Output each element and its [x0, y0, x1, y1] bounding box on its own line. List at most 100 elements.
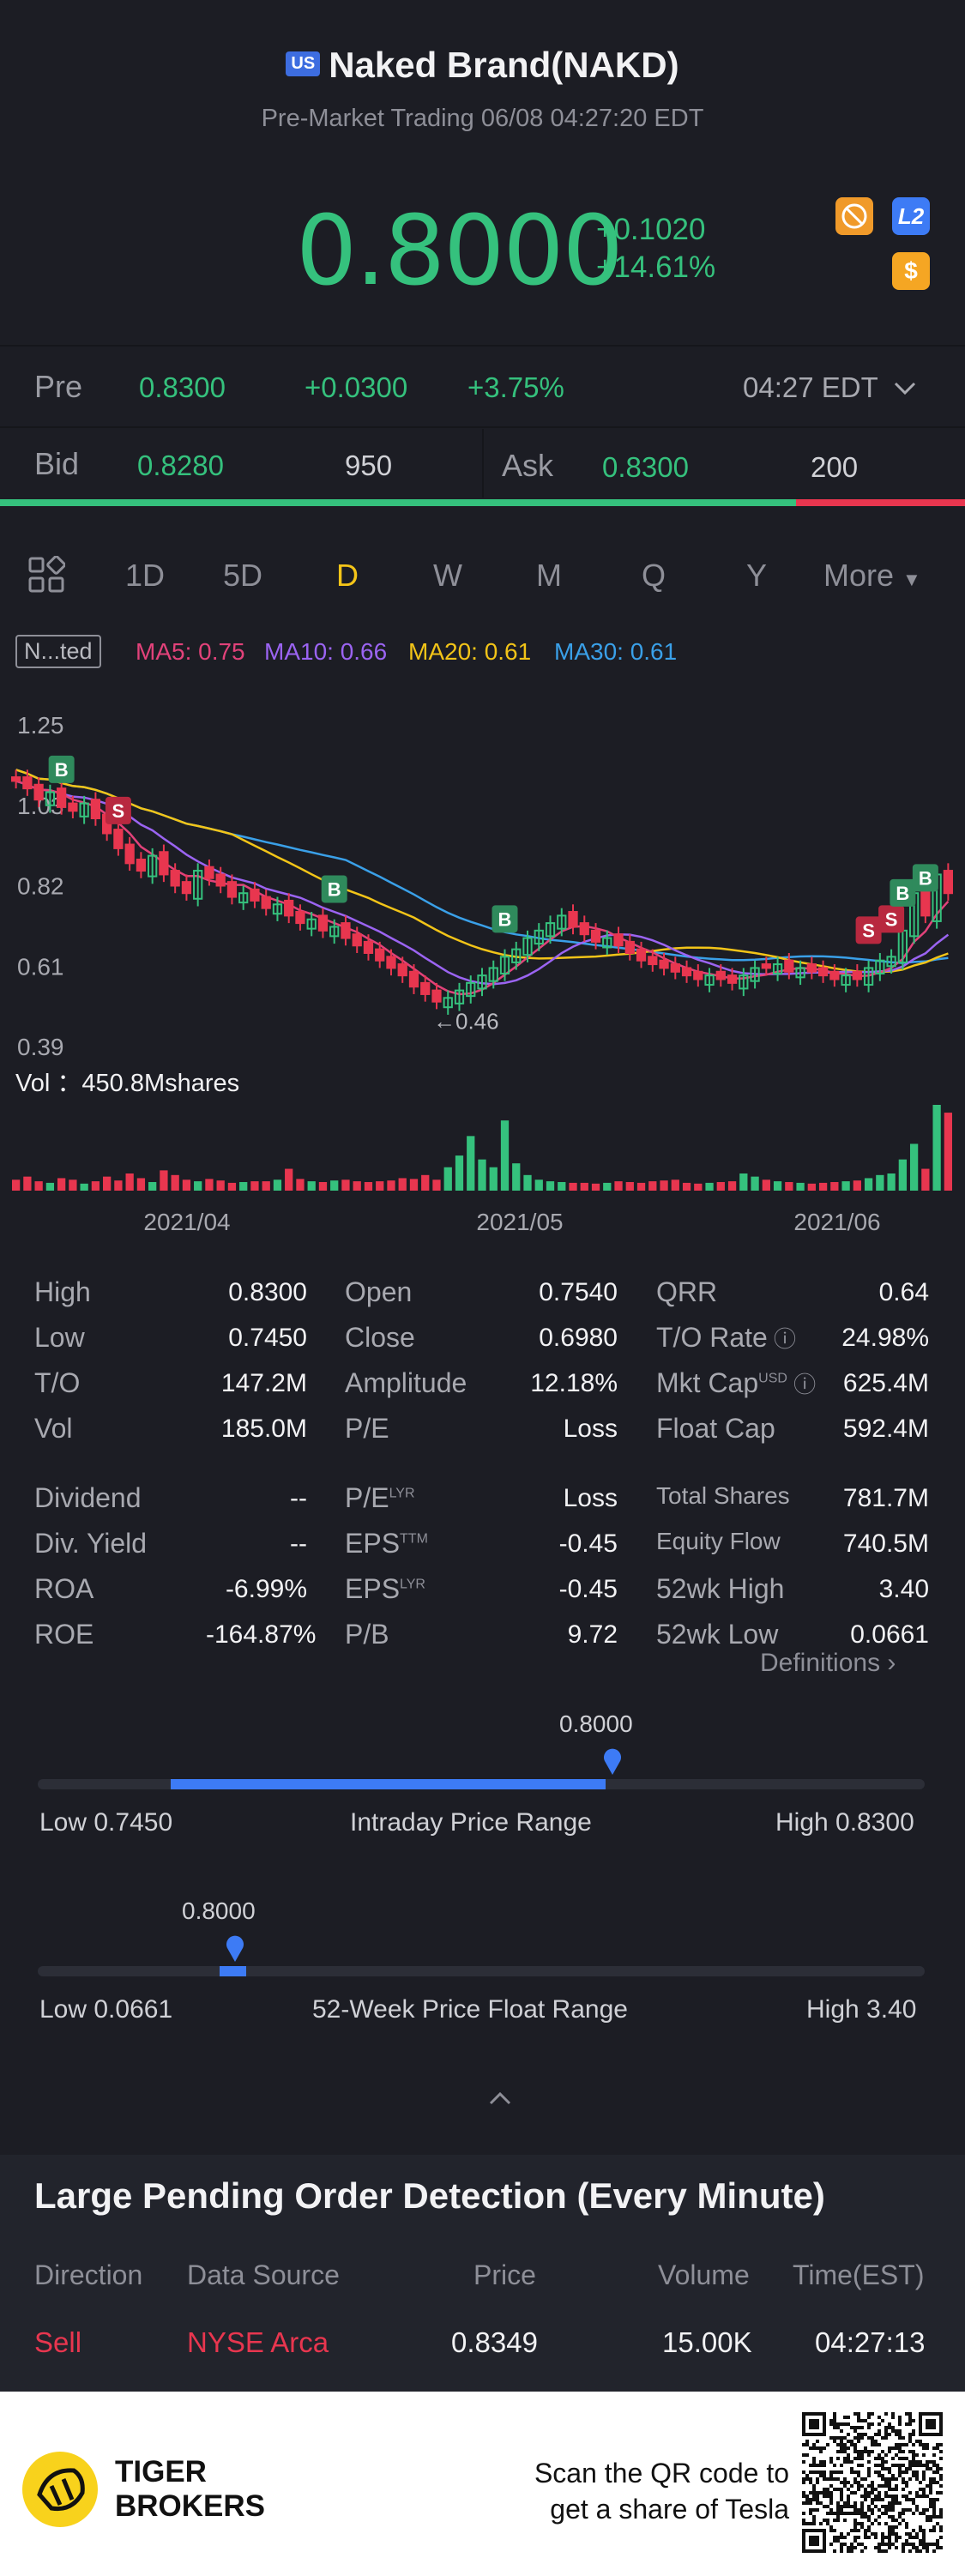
- info-icon[interactable]: ⓘ: [767, 1326, 797, 1352]
- qr-module: [929, 2477, 932, 2481]
- y-tick-label: 1.25: [17, 712, 64, 739]
- volume-bar: [318, 1182, 328, 1191]
- qr-module: [805, 2495, 809, 2498]
- qr-module: [936, 2470, 939, 2474]
- qr-module: [809, 2464, 812, 2467]
- stat-label-text: Mkt Cap: [656, 1367, 759, 1398]
- stat-label-text: High: [34, 1276, 91, 1307]
- qr-module: [898, 2429, 902, 2433]
- qr-module: [840, 2446, 843, 2450]
- tab-m[interactable]: M: [536, 558, 562, 593]
- trade-marker: [912, 864, 938, 892]
- qr-module: [891, 2426, 895, 2429]
- qr-module: [840, 2464, 843, 2467]
- intraday-low: Low 0.7450: [39, 1808, 173, 1837]
- qr-module: [802, 2522, 805, 2525]
- candle-body: [568, 911, 578, 928]
- col-price: Price: [473, 2259, 536, 2290]
- qr-module: [853, 2446, 857, 2450]
- candle-body: [806, 963, 817, 973]
- volume-bar: [285, 1168, 293, 1191]
- qr-module: [874, 2498, 878, 2501]
- adjustment-selector[interactable]: N...ted: [15, 635, 101, 668]
- stat-value: Loss: [563, 1484, 618, 1512]
- qr-module: [908, 2498, 912, 2501]
- volume-bar: [307, 1181, 316, 1191]
- stat-label: P/E: [345, 1413, 389, 1445]
- volume-bar: [160, 1170, 168, 1191]
- tab-d[interactable]: D: [336, 558, 359, 593]
- tab-q[interactable]: Q: [642, 558, 666, 593]
- qr-module: [843, 2501, 847, 2505]
- qr-module: [857, 2464, 860, 2467]
- volume-bar: [171, 1174, 179, 1191]
- qr-module: [853, 2470, 857, 2474]
- candle-body: [693, 970, 703, 980]
- low-price-annotation: ←0.46: [433, 1008, 499, 1034]
- qr-module: [912, 2457, 915, 2460]
- qr-module: [888, 2433, 891, 2436]
- qr-module: [847, 2440, 850, 2443]
- qr-module: [884, 2436, 888, 2440]
- qr-module: [857, 2512, 860, 2515]
- stat-label: ROE: [34, 1619, 93, 1650]
- definitions-link[interactable]: Definitions ›: [760, 1649, 896, 1678]
- info-icon[interactable]: ⓘ: [787, 1372, 817, 1397]
- qr-module: [864, 2488, 867, 2491]
- pre-time-selector[interactable]: 04:27 EDT: [743, 371, 918, 404]
- qr-module: [922, 2546, 926, 2549]
- tab-more[interactable]: More ▼: [823, 558, 921, 594]
- qr-module: [857, 2536, 860, 2539]
- tab-y[interactable]: Y: [746, 558, 768, 593]
- volume-bar: [91, 1181, 100, 1191]
- bid-size: 950: [345, 449, 393, 481]
- qr-module: [939, 2529, 943, 2532]
- qr-module: [891, 2529, 895, 2532]
- qr-module: [826, 2519, 829, 2522]
- qr-module: [836, 2488, 840, 2491]
- tab-1d[interactable]: 1D: [125, 558, 166, 593]
- level2-icon[interactable]: L2: [892, 197, 930, 235]
- qr-module: [860, 2501, 864, 2505]
- qr-module: [895, 2477, 898, 2481]
- qr-module: [939, 2536, 943, 2539]
- qr-module: [829, 2436, 833, 2440]
- qr-module: [802, 2495, 805, 2498]
- no-trade-icon[interactable]: [835, 197, 873, 235]
- stat-label: ROA: [34, 1573, 93, 1605]
- candle-body: [761, 963, 771, 969]
- order-time: 04:27:13: [815, 2326, 926, 2358]
- qr-module: [878, 2508, 881, 2512]
- candle-body: [511, 948, 522, 963]
- qr-module: [898, 2470, 902, 2474]
- dollar-icon[interactable]: $: [892, 252, 930, 290]
- qr-module: [912, 2450, 915, 2453]
- stat-value: 12.18%: [530, 1369, 618, 1397]
- qr-module: [871, 2508, 874, 2512]
- qr-module: [857, 2426, 860, 2429]
- qr-module: [829, 2460, 833, 2464]
- layout-grid-icon[interactable]: [27, 555, 66, 598]
- qr-module: [829, 2470, 833, 2474]
- collapse-chevron-icon[interactable]: [487, 2090, 513, 2111]
- qr-module: [857, 2453, 860, 2457]
- qr-module: [905, 2481, 908, 2484]
- qr-module: [932, 2498, 936, 2501]
- qr-module: [926, 2549, 929, 2553]
- trade-marker-label: B: [328, 878, 341, 900]
- qr-module: [871, 2443, 874, 2446]
- tab-w[interactable]: W: [433, 558, 462, 593]
- tab-5d[interactable]: 5D: [223, 558, 263, 593]
- qr-module: [853, 2519, 857, 2522]
- volume-bar: [876, 1174, 884, 1191]
- promo-line2: get a share of Tesla: [550, 2494, 789, 2525]
- candle-body: [170, 870, 180, 887]
- qr-module: [922, 2446, 926, 2450]
- qr-module: [902, 2477, 905, 2481]
- qr-module: [898, 2522, 902, 2525]
- qr-module: [915, 2477, 919, 2481]
- qr-code[interactable]: [802, 2412, 943, 2553]
- qr-module: [919, 2488, 922, 2491]
- volume-bar: [671, 1179, 679, 1191]
